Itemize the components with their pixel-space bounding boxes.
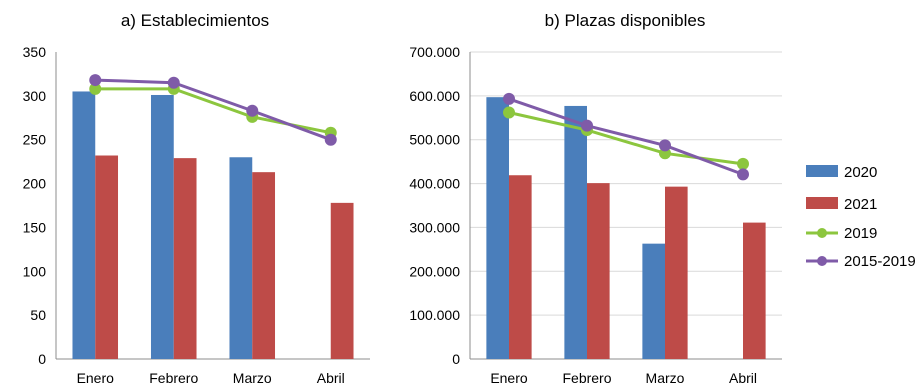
legend-item-2015-2019: 2015-2019 <box>806 253 916 270</box>
y-tick-label: 200 <box>23 176 47 192</box>
chart-title: a) Establecimientos <box>121 11 269 30</box>
plot-area <box>469 51 782 360</box>
y-axis-ticks: 0 100.000 200.000 300.000 400.000 500.000 600.… <box>409 44 460 367</box>
plot-area <box>55 52 370 360</box>
bar-2020-febrero <box>150 94 174 359</box>
y-axis-ticks: 0 50 100 150 200 250 300 350 <box>23 44 47 367</box>
legend-swatch-2020 <box>806 165 838 177</box>
legend-swatch-2021 <box>806 197 838 209</box>
bar-2020-marzo <box>229 157 253 359</box>
legend-item-2019: 2019 <box>806 225 877 242</box>
legend-item-2021: 2021 <box>806 196 877 213</box>
x-tick-label: Abril <box>317 370 345 386</box>
bar-2020-febrero <box>564 105 587 360</box>
x-axis-labels: Enero Febrero Marzo Abril <box>490 370 757 386</box>
bar-2021-marzo <box>252 172 276 359</box>
x-tick-label: Febrero <box>149 370 198 386</box>
y-tick-label: 0 <box>38 351 46 367</box>
y-tick-label: 150 <box>23 219 47 235</box>
point-2015-2019-febrero <box>167 76 180 89</box>
y-tick-label: 100.000 <box>409 307 460 323</box>
bar-2020-marzo <box>642 243 665 359</box>
y-tick-label: 300 <box>23 88 47 104</box>
bar-2020-enero <box>486 97 509 360</box>
legend: 2020 2021 2019 2015-2019 <box>806 164 916 270</box>
point-2019-enero <box>89 82 102 95</box>
x-tick-label: Enero <box>77 370 115 386</box>
point-2019-enero <box>503 106 515 119</box>
point-2015-2019-febrero <box>581 119 593 132</box>
chart-plazas-disponibles: b) Plazas disponibles 0 100.000 200.000 300… <box>409 11 782 386</box>
line-2019 <box>508 111 744 166</box>
bar-2021-febrero <box>587 183 610 359</box>
bar-2021-marzo <box>665 186 688 359</box>
point-2015-2019-enero <box>503 92 515 105</box>
legend-marker-2019 <box>817 228 827 238</box>
y-tick-label: 400.000 <box>409 176 460 192</box>
point-2019-abril <box>737 157 749 170</box>
x-tick-label: Abril <box>729 370 757 386</box>
legend-label: 2019 <box>844 225 877 242</box>
bar-2021-enero <box>95 155 119 359</box>
y-tick-label: 700.000 <box>409 44 460 60</box>
point-2015-2019-abril <box>737 168 749 181</box>
y-tick-label: 100 <box>23 263 47 279</box>
legend-item-2020: 2020 <box>806 164 877 181</box>
x-tick-label: Enero <box>490 370 528 386</box>
y-tick-label: 50 <box>30 307 46 323</box>
legend-label: 2015-2019 <box>844 253 916 270</box>
bar-2021-enero <box>509 175 532 359</box>
x-tick-label: Marzo <box>646 370 685 386</box>
point-2015-2019-marzo <box>659 139 671 152</box>
chart-establecimientos: a) Establecimientos 0 50 100 150 200 250 300 35… <box>23 11 370 386</box>
point-2015-2019-marzo <box>246 104 259 117</box>
bar-2021-abril <box>743 222 766 359</box>
chart-title: b) Plazas disponibles <box>545 11 706 30</box>
bar-2021-febrero <box>173 158 197 359</box>
legend-label: 2020 <box>844 164 877 181</box>
line-2015-2019 <box>508 97 744 176</box>
y-tick-label: 0 <box>452 351 460 367</box>
x-tick-label: Marzo <box>233 370 272 386</box>
x-tick-label: Febrero <box>562 370 611 386</box>
x-axis-labels: Enero Febrero Marzo Abril <box>77 370 345 386</box>
line-2015-2019 <box>95 78 332 142</box>
bar-2021-abril <box>330 202 354 359</box>
y-tick-label: 300.000 <box>409 219 460 235</box>
legend-marker-2015-2019 <box>817 256 827 266</box>
legend-label: 2021 <box>844 196 877 213</box>
y-tick-label: 350 <box>23 44 47 60</box>
bar-2020-enero <box>72 91 96 359</box>
y-tick-label: 600.000 <box>409 88 460 104</box>
y-tick-label: 500.000 <box>409 132 460 148</box>
point-2015-2019-enero <box>89 74 102 87</box>
y-tick-label: 250 <box>23 132 47 148</box>
point-2015-2019-abril <box>324 133 337 146</box>
y-tick-label: 200.000 <box>409 263 460 279</box>
